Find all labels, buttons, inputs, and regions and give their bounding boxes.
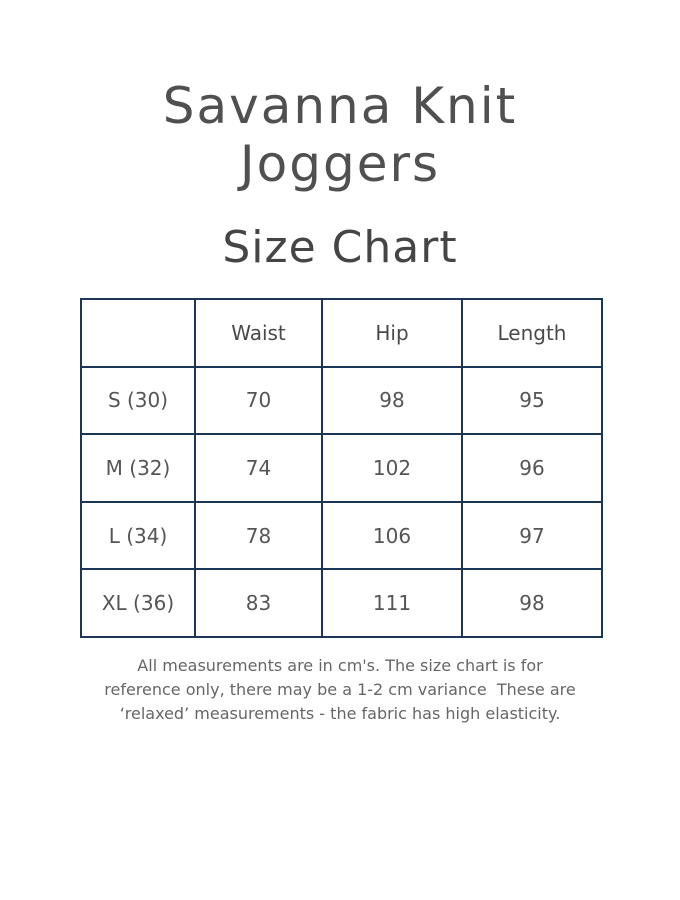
table-row: M (32) 74 102 96 xyxy=(80,433,603,503)
waist-cell: 83 xyxy=(194,568,323,638)
note-line: All measurements are in cm's. The size c… xyxy=(137,656,543,675)
length-cell: 98 xyxy=(461,568,603,638)
waist-cell: 70 xyxy=(194,365,323,436)
header-length: Length xyxy=(461,298,603,368)
size-cell: S (30) xyxy=(80,365,196,436)
header-hip: Hip xyxy=(321,298,463,368)
length-cell: 95 xyxy=(461,365,603,436)
table-header-row: Waist Hip Length xyxy=(80,298,603,368)
waist-cell: 78 xyxy=(194,500,323,571)
table-row: S (30) 70 98 95 xyxy=(80,365,603,436)
header-cell-empty xyxy=(80,298,196,368)
table-row: XL (36) 83 111 98 xyxy=(80,568,603,638)
hip-cell: 111 xyxy=(321,568,463,638)
size-cell: L (34) xyxy=(80,500,196,571)
table-row: L (34) 78 106 97 xyxy=(80,500,603,571)
size-table: Waist Hip Length S (30) 70 98 95 M (32) … xyxy=(80,298,603,638)
size-cell: XL (36) xyxy=(80,568,196,638)
size-cell: M (32) xyxy=(80,433,196,503)
product-title-line-2: Joggers xyxy=(239,135,441,193)
hip-cell: 102 xyxy=(321,433,463,503)
size-chart-heading: Size Chart xyxy=(222,222,458,273)
note-line: reference only, there may be a 1-2 cm va… xyxy=(104,680,576,699)
waist-cell: 74 xyxy=(194,433,323,503)
note-line: ‘relaxed’ measurements - the fabric has … xyxy=(119,704,561,723)
header-waist: Waist xyxy=(194,298,323,368)
hip-cell: 106 xyxy=(321,500,463,571)
product-title-line-1: Savanna Knit xyxy=(162,77,518,135)
hip-cell: 98 xyxy=(321,365,463,436)
measurement-note: All measurements are in cm's. The size c… xyxy=(0,654,680,726)
length-cell: 97 xyxy=(461,500,603,571)
length-cell: 96 xyxy=(461,433,603,503)
